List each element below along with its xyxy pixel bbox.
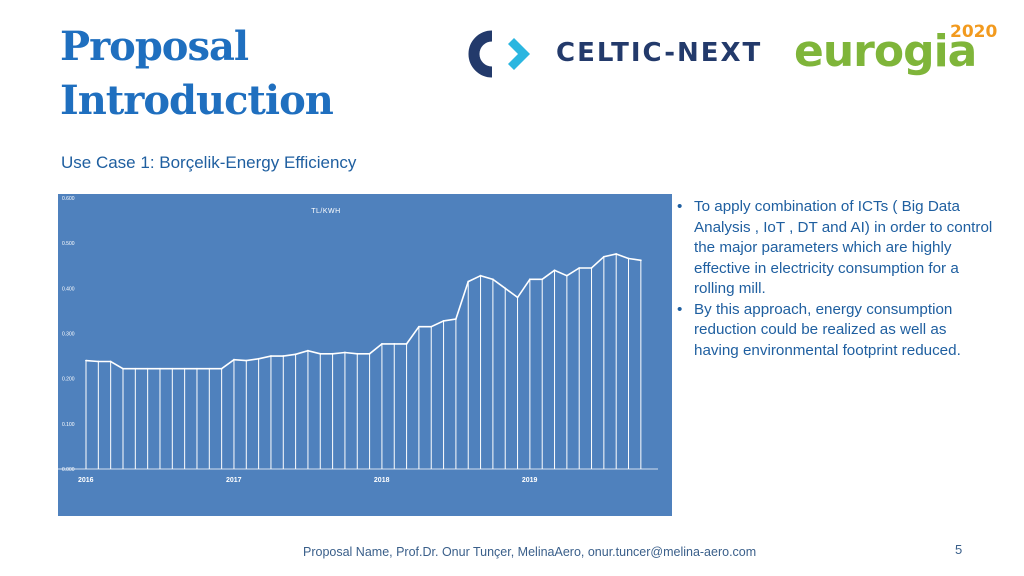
- slide-title: Proposal Introduction: [60, 20, 334, 128]
- y-tick-label: 0.500: [62, 241, 75, 247]
- data-point: [381, 342, 383, 345]
- chart-title: TL/KWH: [311, 208, 340, 215]
- data-point: [467, 280, 470, 283]
- series-line: [85, 253, 642, 370]
- data-point: [541, 278, 544, 281]
- data-point: [553, 269, 556, 272]
- data-point: [479, 274, 482, 277]
- data-point: [97, 360, 100, 363]
- data-point: [578, 267, 581, 269]
- title-line-1: Proposal: [60, 23, 249, 70]
- slide-subtitle: Use Case 1: Borçelik-Energy Efficiency: [61, 153, 357, 172]
- data-point: [627, 257, 630, 260]
- data-point: [590, 267, 593, 269]
- bullet-item: By this approach, energy consumption red…: [675, 300, 995, 362]
- y-tick-label: 0.200: [62, 377, 75, 383]
- data-point: [270, 355, 272, 357]
- x-tick-label: 2019: [522, 477, 538, 484]
- data-point: [220, 367, 223, 370]
- y-tick-label: 0.600: [62, 196, 75, 202]
- data-point: [208, 367, 211, 370]
- data-point: [344, 351, 346, 354]
- page-number: 5: [955, 542, 963, 557]
- data-point: [331, 352, 334, 355]
- data-point: [159, 367, 161, 370]
- y-tick-label: 0.000: [62, 467, 75, 473]
- x-tick-label: 2016: [78, 477, 94, 484]
- data-point: [245, 359, 248, 362]
- data-point: [639, 259, 642, 262]
- bullet-list: To apply combination of ICTs ( Big Data …: [675, 197, 995, 361]
- y-tick-label: 0.400: [62, 286, 75, 292]
- eurogia-year: 2020: [950, 22, 998, 42]
- data-point: [602, 255, 605, 258]
- data-point: [307, 349, 309, 352]
- data-point: [393, 342, 396, 345]
- chart-canvas: 0.000 0.100 0.200 0.300 0.400 0.500 0.600 2016 2…: [58, 196, 658, 484]
- energy-price-chart: 0.000 0.100 0.200 0.300 0.400 0.500 0.600 2016 2…: [58, 194, 672, 516]
- data-point: [516, 296, 519, 299]
- bullet-item: To apply combination of ICTs ( Big Data …: [675, 197, 995, 300]
- celtic-next-wordmark: CELTIC-NEXT: [556, 38, 763, 68]
- eurogia-wordmark: eurogia: [794, 26, 977, 77]
- data-point: [146, 367, 149, 370]
- y-tick-label: 0.300: [62, 332, 75, 338]
- data-point: [233, 358, 235, 361]
- x-tick-label: 2018: [374, 477, 390, 484]
- data-point: [122, 367, 124, 370]
- y-tick-label: 0.100: [62, 422, 75, 428]
- data-point: [257, 357, 260, 360]
- data-point: [294, 353, 297, 356]
- data-point: [183, 367, 186, 370]
- data-point: [418, 325, 420, 328]
- data-point: [319, 352, 322, 355]
- data-point: [615, 253, 618, 255]
- data-point: [455, 318, 457, 320]
- data-point: [491, 278, 494, 281]
- data-point: [171, 367, 174, 370]
- data-point: [565, 274, 568, 277]
- celtic-next-logo-icon: [468, 30, 530, 78]
- data-point: [282, 355, 285, 357]
- data-point: [196, 367, 198, 370]
- data-point: [85, 359, 87, 362]
- slide-footer: Proposal Name, Prof.Dr. Onur Tunçer, Mel…: [303, 545, 757, 559]
- data-point: [109, 360, 112, 363]
- data-point: [368, 352, 371, 355]
- data-point: [528, 278, 531, 281]
- data-point: [134, 367, 137, 370]
- x-tick-label: 2017: [226, 477, 242, 484]
- data-point: [430, 325, 433, 328]
- title-line-2: Introduction: [60, 77, 334, 124]
- data-point: [356, 352, 359, 355]
- data-point: [504, 287, 507, 290]
- data-point: [442, 319, 445, 322]
- data-point: [405, 342, 408, 345]
